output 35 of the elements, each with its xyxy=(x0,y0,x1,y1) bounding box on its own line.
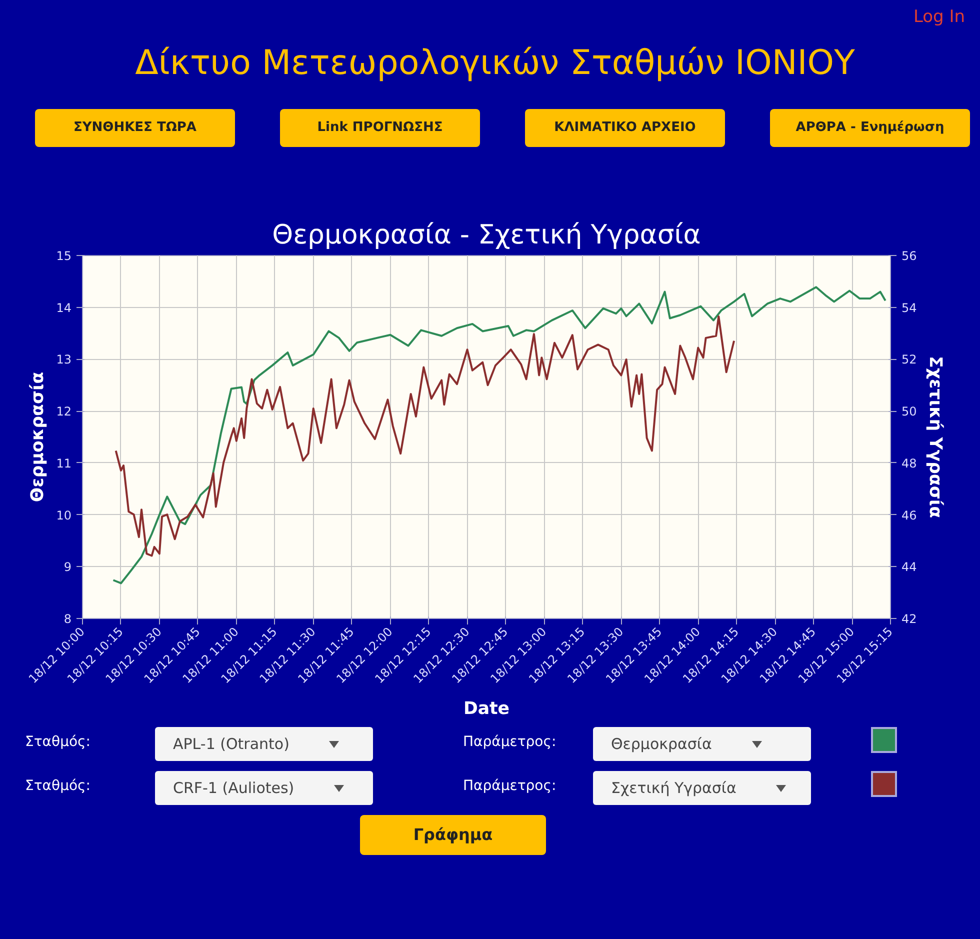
y2-tick-label: 42 xyxy=(902,612,917,626)
text: Παράμετρος: xyxy=(463,733,556,752)
y2-tick-label: 52 xyxy=(902,352,917,367)
y-tick-label: 10 xyxy=(56,508,72,522)
text: Παράμετρος: xyxy=(463,777,556,796)
text: Θερμοκρασία xyxy=(611,734,713,755)
y2-tick-label: 48 xyxy=(902,456,917,470)
text: Link ΠΡΟΓΝΩΣΗΣ xyxy=(317,119,443,137)
text: Σταθμός: xyxy=(25,777,90,796)
y2-tick-label: 54 xyxy=(902,300,917,315)
y-tick-label: 11 xyxy=(56,456,72,470)
chart-title: Θερμοκρασία - Σχετική Υγρασία xyxy=(272,220,701,250)
text: Log In xyxy=(913,6,965,29)
y-tick-label: 14 xyxy=(56,300,72,315)
text: ΣΥΝΘΗΚΕΣ ΤΩΡΑ xyxy=(74,119,196,137)
text: Γράφημα xyxy=(413,824,493,846)
y2-axis-title: Σχετική Υγρασία xyxy=(924,356,945,518)
y-tick-label: 12 xyxy=(56,404,72,419)
y-axis-title: Θερμοκρασία xyxy=(28,372,48,502)
text: CRF-1 (Auliotes) xyxy=(173,778,296,799)
text: Δίκτυο Μετεωρολογικών Σταθμών ΙΟΝΙΟΥ xyxy=(135,42,855,85)
text: APL-1 (Otranto) xyxy=(173,734,290,755)
text: Σταθμός: xyxy=(25,733,90,752)
y2-tick-label: 46 xyxy=(902,508,917,522)
text: ΑΡΘΡΑ - Ενημέρωση xyxy=(796,119,944,137)
y2-tick-label: 56 xyxy=(902,249,917,263)
y-tick-label: 8 xyxy=(64,612,72,626)
y2-tick-label: 44 xyxy=(902,560,917,574)
text: Σχετική Υγρασία xyxy=(611,778,738,799)
y-tick-label: 13 xyxy=(56,352,72,367)
y2-tick-label: 50 xyxy=(902,404,917,419)
y-tick-label: 15 xyxy=(56,249,72,263)
y-tick-label: 9 xyxy=(64,560,72,574)
text: ΚΛΙΜΑΤΙΚΟ ΑΡΧΕΙΟ xyxy=(554,119,696,137)
x-axis-title: Date xyxy=(463,699,510,720)
